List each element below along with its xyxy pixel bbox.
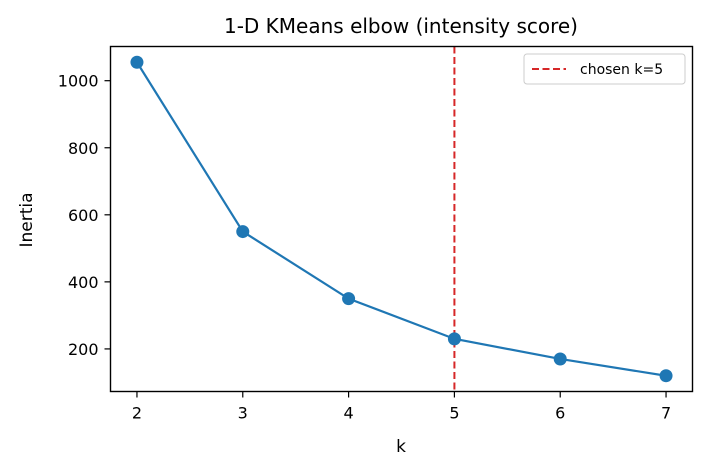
y-tick-label: 800 — [68, 139, 99, 158]
y-tick-label: 200 — [68, 340, 99, 359]
y-axis-ticks: 200 400 600 800 1000 — [58, 72, 111, 359]
x-tick-label: 6 — [555, 404, 565, 423]
plot-area — [130, 46, 673, 392]
axes-frame — [109, 45, 694, 393]
data-point-marker — [447, 332, 461, 346]
data-point-marker — [553, 352, 567, 366]
x-tick-label: 7 — [661, 404, 671, 423]
x-axis-ticks: 2 3 4 5 6 7 — [132, 391, 671, 423]
data-point-marker — [659, 369, 673, 383]
y-tick-label: 400 — [68, 273, 99, 292]
x-tick-label: 4 — [343, 404, 353, 423]
legend: chosen k=5 — [523, 53, 686, 85]
x-tick-label: 5 — [449, 404, 459, 423]
y-axis-label: Inertia — [17, 192, 37, 247]
data-point-marker — [130, 55, 144, 69]
x-axis-label: k — [396, 437, 406, 457]
x-tick-label: 2 — [132, 404, 142, 423]
chart-title: 1-D KMeans elbow (intensity score) — [224, 14, 578, 38]
legend-label: chosen k=5 — [580, 62, 663, 78]
legend-box — [523, 53, 686, 85]
y-tick-label: 600 — [68, 206, 99, 225]
data-point-marker — [236, 225, 250, 239]
series-line — [136, 61, 667, 377]
data-point-marker — [342, 292, 356, 306]
x-tick-label: 3 — [238, 404, 248, 423]
y-tick-label: 1000 — [58, 72, 99, 91]
